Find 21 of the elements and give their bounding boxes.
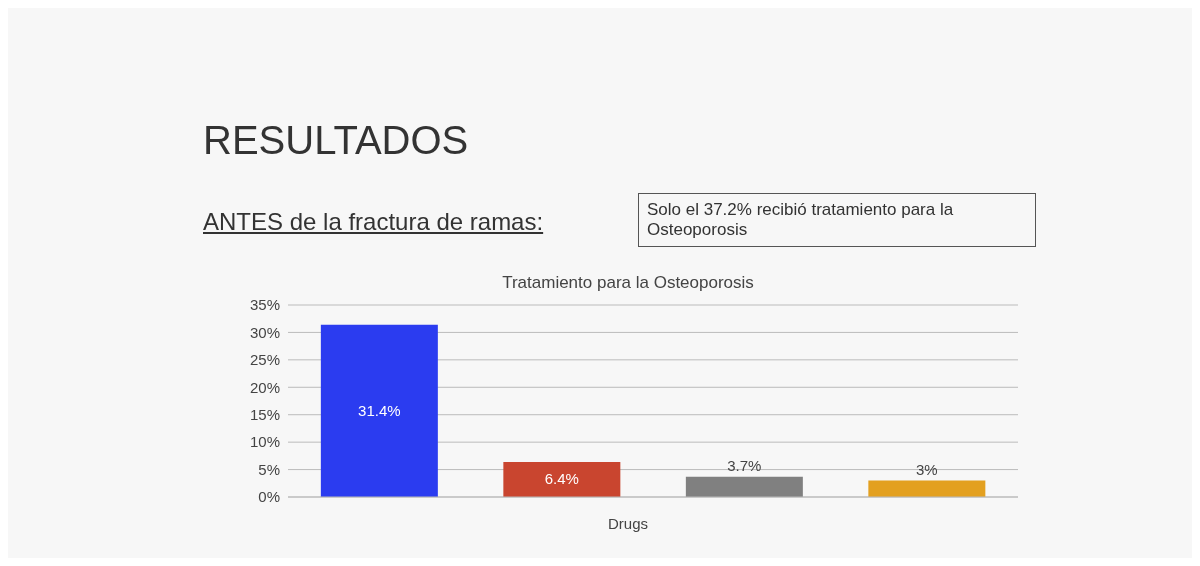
chart-title: Tratamiento para la Osteoporosis (501, 273, 755, 293)
text: Solo el 37.2% recibió tratamiento para la Osteoporosis (638, 193, 1036, 247)
y-tick-label: 20% (249, 378, 280, 396)
y-tick-label: 10% (249, 433, 280, 451)
x-axis-title: Drugs (607, 515, 649, 532)
y-tick-label: 30% (249, 323, 280, 341)
data-label: 3% (916, 460, 938, 478)
data-label: 6.4% (544, 470, 579, 488)
y-tick-label: 0% (258, 488, 280, 506)
text: ANTES de la fractura de ramas: (203, 208, 544, 236)
data-label: 31.4% (358, 401, 401, 419)
y-tick-label: 25% (249, 351, 280, 369)
text: RESULTADOS (203, 118, 469, 163)
y-tick-label: 35% (249, 296, 280, 314)
bar (685, 476, 803, 497)
y-tick-label: 15% (249, 406, 280, 424)
bar (320, 324, 438, 497)
bar (503, 461, 621, 497)
data-label: 3.7% (727, 456, 762, 474)
bar (868, 480, 986, 497)
y-tick-label: 5% (258, 460, 280, 478)
